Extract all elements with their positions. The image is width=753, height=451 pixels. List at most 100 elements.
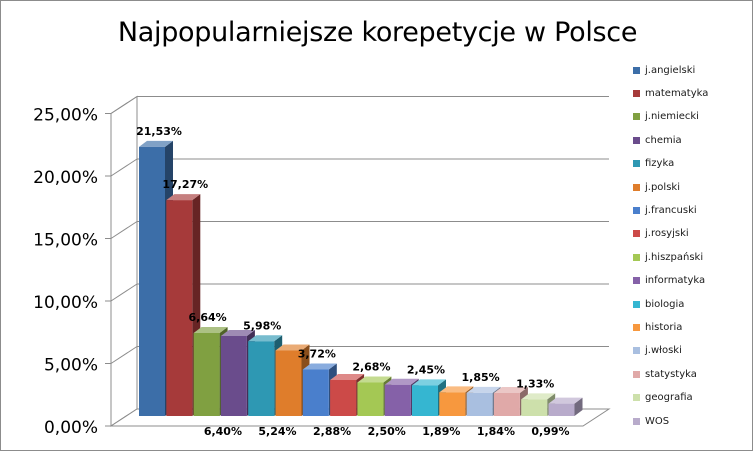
legend-label: j.angielski [645, 64, 696, 76]
legend-item-chemia: chemia [633, 133, 682, 147]
bar-front [220, 336, 247, 416]
y-tick-label-2: 10,00% [33, 293, 98, 313]
gridline-side-5 [110, 96, 138, 114]
bar-top [521, 393, 556, 400]
data-label-historia: 1,89% [422, 425, 460, 438]
legend-label: j.hiszpański [645, 251, 704, 263]
legend-swatch [633, 277, 640, 285]
gridline-side-2 [110, 283, 138, 302]
data-label-j.włoski: 1,85% [462, 371, 500, 384]
bar-front [548, 403, 575, 416]
bar-top [384, 378, 419, 385]
bar-front [466, 392, 493, 416]
data-label-matematyka: 17,27% [162, 178, 208, 191]
legend-item-biologia: biologia [633, 297, 684, 311]
data-label-j.hiszpański: 2,68% [352, 361, 390, 374]
back-wall [137, 96, 609, 409]
legend-swatch [633, 300, 640, 308]
legend-label: WOS [645, 415, 670, 427]
bar-top [330, 374, 365, 380]
bar-top [439, 386, 474, 393]
legend-swatch [633, 66, 640, 74]
bar-front [275, 350, 302, 416]
bar-front [193, 333, 220, 416]
data-label-j.niemiecki: 6,64% [189, 311, 227, 324]
bar-front [248, 341, 275, 416]
y-tick-label-0: 0,00% [44, 418, 98, 438]
y-tick-label-1: 5,00% [44, 356, 98, 376]
legend-label: j.włoski [645, 345, 682, 357]
bar-front [302, 369, 329, 416]
data-label-informatyka: 2,50% [368, 425, 406, 438]
legend-swatch [633, 230, 640, 238]
legend-swatch [633, 370, 640, 378]
bar-front [357, 382, 384, 416]
bar-top [412, 379, 446, 386]
y-tick-label-5: 25,00% [33, 106, 98, 126]
legend-label: matematyka [645, 87, 709, 99]
y-tick-label-4: 20,00% [33, 168, 98, 188]
bar-front [139, 146, 165, 416]
data-label-chemia: 6,40% [204, 425, 242, 438]
legend-swatch [633, 253, 640, 261]
gridline-side-3 [110, 221, 138, 239]
bar-top [548, 397, 583, 404]
bar-top [139, 140, 173, 147]
legend-label: biologia [645, 298, 685, 310]
bar-front [384, 384, 411, 416]
legend-swatch [633, 183, 640, 191]
legend-item-j.włoski: j.włoski [633, 344, 682, 358]
legend-item-WOS: WOS [633, 414, 669, 428]
bar-top [357, 376, 392, 383]
bar-front [493, 393, 520, 416]
bar-top [466, 386, 501, 393]
legend-swatch [633, 160, 640, 168]
data-label-j.francuski: 3,72% [298, 348, 336, 361]
legend-swatch [633, 323, 640, 331]
legend-label: informatyka [645, 275, 706, 287]
bar-top [302, 363, 337, 370]
bar-front [521, 399, 548, 416]
legend-item-j.hiszpański: j.hiszpański [633, 250, 703, 264]
legend-swatch [633, 347, 640, 355]
bar-side [574, 397, 583, 416]
legend-swatch [633, 394, 640, 402]
legend-label: j.niemiecki [645, 111, 699, 123]
bar-front [439, 392, 466, 416]
legend-swatch [633, 206, 640, 214]
legend-label: geografia [645, 392, 693, 404]
legend-item-j.francuski: j.francuski [633, 203, 697, 217]
legend: j.angielski matematyka j.niemiecki chemia fi… [633, 63, 746, 445]
y-tick-label-3: 15,00% [33, 231, 98, 251]
data-label-WOS: 0,99% [531, 425, 569, 438]
gridline-side-1 [110, 346, 138, 364]
bar-front [412, 385, 438, 416]
legend-label: j.polski [645, 181, 680, 193]
legend-label: historia [645, 321, 683, 333]
bar-top [493, 387, 528, 393]
bar-front [330, 380, 357, 416]
side-wall [110, 95, 138, 427]
chart-title: Najpopularniejsze korepetycje w Polsce [117, 17, 638, 48]
legend-item-historia: historia [633, 320, 682, 334]
legend-swatch [633, 89, 640, 97]
legend-label: statystyka [645, 368, 697, 380]
bar-biologia [412, 379, 446, 416]
data-label-geografia: 1,33% [516, 377, 554, 390]
legend-item-j.niemiecki: j.niemiecki [633, 110, 699, 124]
legend-item-informatyka: informatyka [633, 274, 705, 288]
data-label-statystyka: 1,84% [477, 425, 515, 438]
bar-top [220, 330, 255, 336]
legend-item-matematyka: matematyka [633, 86, 708, 100]
legend-label: chemia [645, 134, 682, 146]
legend-swatch [633, 417, 640, 425]
data-label-biologia: 2,45% [407, 363, 445, 376]
legend-item-fizyka: fizyka [633, 157, 674, 171]
gridline-side-4 [110, 158, 138, 177]
legend-item-geografia: geografia [633, 391, 693, 405]
legend-item-j.angielski: j.angielski [633, 63, 695, 77]
data-label-j.polski: 5,24% [258, 425, 296, 438]
legend-label: j.francuski [645, 204, 697, 216]
